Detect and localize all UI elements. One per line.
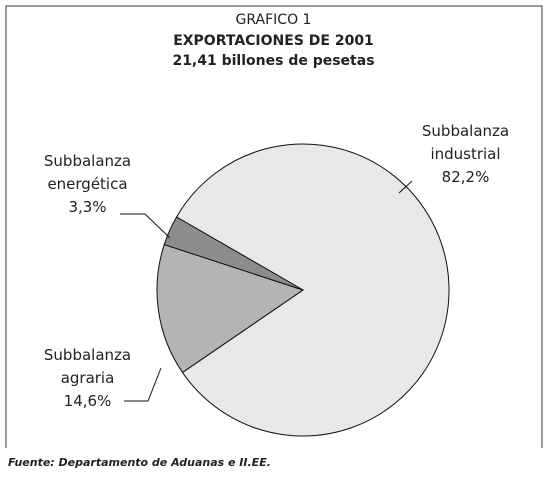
frame	[5, 5, 543, 448]
chart-title: GRAFICO 1	[235, 12, 312, 28]
value-label: 3,3%	[68, 198, 107, 216]
pie-slice	[156, 243, 305, 374]
leader-line	[124, 367, 162, 402]
pie-slice	[175, 143, 450, 437]
slice-label: Subbalanza industrial	[421, 122, 510, 163]
chart-subtitle: EXPORTACIONES DE 2001	[173, 33, 374, 49]
leader-line	[398, 180, 413, 194]
slice-label: Subbalanza agraria	[43, 346, 132, 387]
chart-subtitle: 21,41 billones de pesetas	[172, 53, 375, 69]
slice-label: Subbalanza energética	[43, 152, 132, 193]
value-label: 82,2%	[441, 168, 490, 186]
source-note: Fuente: Departamento de Aduanas e II.EE.	[8, 456, 271, 469]
value-label: 14,6%	[63, 392, 112, 410]
leader-line	[120, 213, 171, 239]
pie-slice	[163, 216, 304, 291]
